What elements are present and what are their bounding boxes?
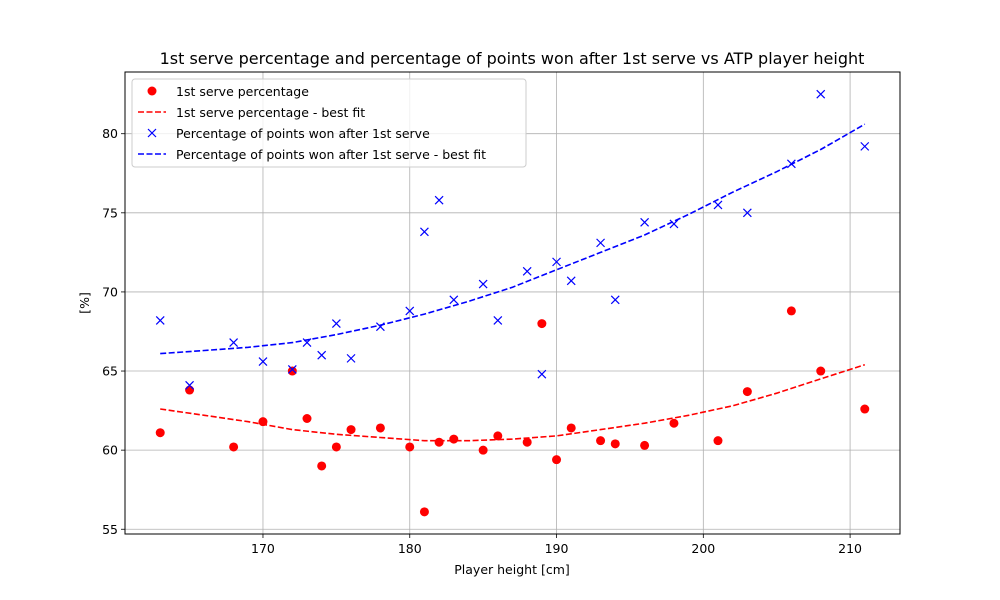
series-2-point <box>185 380 195 390</box>
series-1-fit-line <box>160 363 866 442</box>
series-2-point <box>317 350 327 360</box>
series-2-point <box>229 338 239 347</box>
series-0-point <box>331 442 341 452</box>
fit-lines <box>160 123 866 442</box>
series-2-point <box>610 295 620 305</box>
x-tick-label: 180 <box>398 541 422 556</box>
x-axis-ticks: 170 180 190 200 210 <box>251 534 862 556</box>
series-2-point <box>640 217 650 227</box>
series-3-fit-line <box>160 123 866 355</box>
series-0-point <box>229 442 239 452</box>
chart-title: 1st serve percentage and percentage of p… <box>160 49 865 68</box>
series-0-point <box>860 404 870 414</box>
y-tick-label: 55 <box>102 522 118 537</box>
series-2-point <box>860 141 870 151</box>
series-0-point <box>434 437 444 447</box>
y-tick-label: 65 <box>102 364 118 379</box>
series-0-point <box>669 418 679 428</box>
legend-box <box>131 78 527 168</box>
series-2-point <box>434 195 444 205</box>
x-axis-label: Player height [cm] <box>454 562 570 577</box>
x-tick-label: 170 <box>251 541 275 556</box>
series-0-point <box>596 436 606 446</box>
series-0-point <box>375 423 385 433</box>
x-tick-label: 200 <box>691 541 715 556</box>
series-2-point <box>713 200 723 210</box>
series-2-point <box>566 276 576 286</box>
series-2-point <box>478 279 488 289</box>
series-0-point <box>552 455 562 465</box>
legend-swatch-2 <box>147 128 157 138</box>
series-0-point <box>610 439 620 449</box>
legend-swatch-0 <box>147 86 157 96</box>
series-0-point <box>816 366 826 376</box>
y-tick-label: 70 <box>102 284 118 299</box>
y-tick-label: 60 <box>102 443 118 458</box>
series-0-point <box>155 428 165 438</box>
series-2-point <box>420 227 429 237</box>
series-2-point <box>816 89 826 99</box>
series-2-point <box>552 257 561 267</box>
data-points <box>155 89 870 517</box>
series-0-point <box>258 417 268 427</box>
series-2-point <box>596 238 605 248</box>
series-0-point <box>317 461 327 471</box>
series-2-point <box>449 295 459 305</box>
series-2-point <box>302 338 312 347</box>
series-2-point <box>331 319 341 328</box>
series-2-point <box>155 315 165 325</box>
series-0-point <box>478 445 488 455</box>
series-0-point <box>522 437 532 447</box>
y-axis-label: [%] <box>77 292 92 314</box>
x-tick-label: 210 <box>838 541 862 556</box>
series-2-point <box>493 315 503 325</box>
series-2-point <box>346 353 356 363</box>
series-0-point <box>640 440 650 450</box>
y-tick-label: 80 <box>102 126 118 141</box>
y-tick-label: 75 <box>102 205 118 220</box>
legend-label-0: 1st serve percentage <box>176 84 309 99</box>
series-2-point <box>537 369 547 379</box>
series-2-point <box>258 357 268 366</box>
x-tick-label: 190 <box>545 541 569 556</box>
y-axis-ticks: 55 60 65 70 75 80 <box>102 126 125 537</box>
legend-label-2: Percentage of points won after 1st serve <box>176 126 430 141</box>
series-2-point <box>405 306 415 316</box>
series-2-point <box>786 159 796 169</box>
series-0-point <box>287 366 297 376</box>
series-2-point <box>669 219 679 229</box>
series-0-point <box>449 434 459 444</box>
series-0-point <box>786 306 796 316</box>
series-0-point <box>493 431 503 441</box>
series-0-point <box>537 319 547 329</box>
series-2-point <box>742 208 752 218</box>
plot-frame <box>124 71 901 535</box>
series-0-point <box>346 425 356 435</box>
series-0-point <box>419 507 429 517</box>
legend-label-3: Percentage of points won after 1st serve… <box>176 147 486 162</box>
series-0-point <box>302 414 312 423</box>
series-0-point <box>185 385 195 395</box>
series-2-point <box>375 322 385 332</box>
series-0-point <box>713 436 723 446</box>
legend: 1st serve percentage 1st serve percentage… <box>131 78 527 168</box>
series-0-point <box>742 387 752 397</box>
series-2-point <box>522 266 532 276</box>
series-2-point <box>287 365 297 374</box>
series-0-point <box>405 442 415 452</box>
legend-label-1: 1st serve percentage - best fit <box>176 105 365 120</box>
series-0-point <box>566 423 576 433</box>
